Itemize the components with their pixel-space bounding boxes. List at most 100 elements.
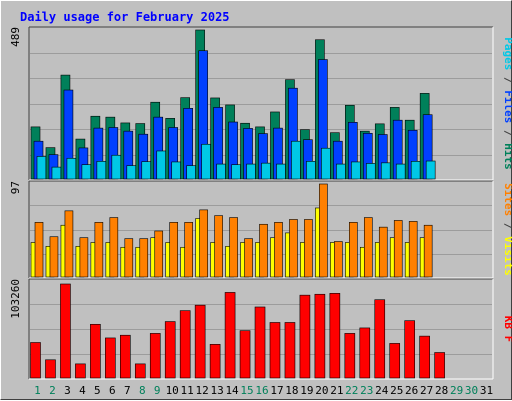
bar-kbytes-day-4 [75,363,86,379]
bar-kbytes-day-6 [105,337,116,379]
bar-pages-day-17 [276,163,286,180]
x-tick-label-day-14: 14 [225,384,239,397]
x-tick-label-day-28: 28 [435,384,448,397]
legend-sites: Sites [502,183,512,216]
bar-sites-day-1 [34,222,44,278]
bar-sites-day-8 [139,238,149,278]
bar-sites-day-26 [408,221,418,278]
panel-kbytes-ymax-label: 103260 [9,279,22,319]
bar-pages-day-13 [216,163,226,180]
x-tick-label-day-16: 16 [255,384,268,397]
panel-visits-legend-text: Sites / Visits [502,183,512,276]
legend-kb-f: KB F [502,316,512,343]
x-tick-label-day-17: 17 [270,384,283,397]
x-tick-label-day-25: 25 [390,384,403,397]
bar-sites-day-13 [214,215,223,278]
bar-pages-day-22 [351,161,361,180]
bar-pages-day-1 [36,156,47,180]
bar-sites-day-21 [334,241,343,278]
panel-kbytes-legend-text: KB F [502,316,512,343]
bar-sites-day-20 [319,183,328,278]
bar-pages-day-27 [425,160,436,180]
x-tick-label-day-18: 18 [285,384,298,397]
bar-pages-day-20 [321,147,331,180]
x-tick-label-day-26: 26 [405,384,418,397]
bar-kbytes-day-9 [149,333,161,379]
bar-kbytes-day-15 [239,330,251,379]
x-tick-label-day-24: 24 [375,384,389,397]
x-tick-label-day-21: 21 [330,384,343,397]
x-tick-label-day-31: 31 [480,384,493,397]
bar-kbytes-day-21 [329,293,341,379]
x-tick-label-day-13: 13 [210,384,223,397]
x-tick-label-day-20: 20 [315,384,328,397]
panel-visits-ymax: 97 [9,181,22,194]
bar-kbytes-day-8 [134,363,146,379]
bar-pages-day-5 [96,161,107,180]
x-tick-label-day-7: 7 [124,384,131,397]
x-tick-label-day-2: 2 [49,384,56,397]
bar-sites-day-22 [349,222,358,278]
bar-pages-day-24 [380,162,391,180]
bar-sites-day-23 [363,217,373,278]
panel-visits-legend: Sites / Visits [502,183,512,276]
bar-kbytes-day-25 [389,343,401,379]
legend-/: / [502,123,512,143]
x-tick-label-day-1: 1 [34,384,41,397]
bar-pages-day-6 [111,154,122,180]
bar-sites-day-10 [169,222,179,278]
panel-visits-ymax-label: 97 [9,181,22,194]
bar-pages-day-11 [186,165,196,180]
bar-sites-day-2 [49,236,59,278]
bar-kbytes-day-16 [254,306,266,379]
bar-kbytes-day-12 [194,304,206,379]
bar-pages-day-9 [156,150,167,180]
bar-kbytes-day-27 [419,335,430,379]
bar-sites-day-25 [393,220,403,278]
bar-kbytes-day-22 [344,333,356,379]
x-tick-label-day-30: 30 [465,384,478,397]
bar-kbytes-day-17 [269,322,281,379]
bar-sites-day-18 [289,219,298,278]
bar-sites-day-4 [79,237,89,278]
bar-sites-day-5 [94,222,104,278]
x-tick-label-day-9: 9 [154,384,161,397]
bar-sites-day-24 [378,226,388,278]
legend-visits: Visits [502,236,512,276]
bar-sites-day-6 [109,217,119,278]
legend-/: / [502,70,512,90]
bar-kbytes-day-18 [284,322,296,379]
x-tick-label-day-4: 4 [79,384,86,397]
x-tick-label-day-5: 5 [94,384,101,397]
bar-sites-day-3 [64,210,74,278]
bar-pages-day-12 [201,143,211,180]
panel-hits-legend-text: Pages / Files / Hits [502,37,512,170]
bar-pages-day-26 [410,161,421,180]
x-tick-label-day-19: 19 [300,384,313,397]
bar-pages-day-8 [141,161,152,180]
bar-kbytes-day-23 [359,327,371,379]
x-tick-label-day-29: 29 [450,384,463,397]
x-tick-label-day-27: 27 [420,384,433,397]
bar-pages-day-3 [66,157,77,180]
bar-kbytes-day-14 [224,292,236,379]
bar-pages-day-19 [306,161,316,180]
bar-pages-day-2 [51,166,62,180]
bar-kbytes-day-1 [30,342,41,379]
bar-kbytes-day-28 [434,352,445,379]
legend-hits: Hits [502,143,512,170]
bar-kbytes-day-20 [314,293,326,379]
bar-pages-day-4 [81,164,92,180]
x-tick-label-day-12: 12 [196,384,209,397]
bar-sites-day-27 [423,224,433,278]
panel-kbytes-legend: KB F [502,316,512,343]
x-tick-label-day-22: 22 [345,384,358,397]
bar-pages-day-15 [246,163,256,180]
legend-/: / [502,216,512,236]
bar-kbytes-day-7 [120,334,131,379]
legend-pages: Pages [502,37,512,70]
panel-hits-legend: Pages / Files / Hits [502,37,512,170]
panel-hits-ymax-label: 489 [9,27,22,47]
bar-sites-day-7 [124,238,134,278]
